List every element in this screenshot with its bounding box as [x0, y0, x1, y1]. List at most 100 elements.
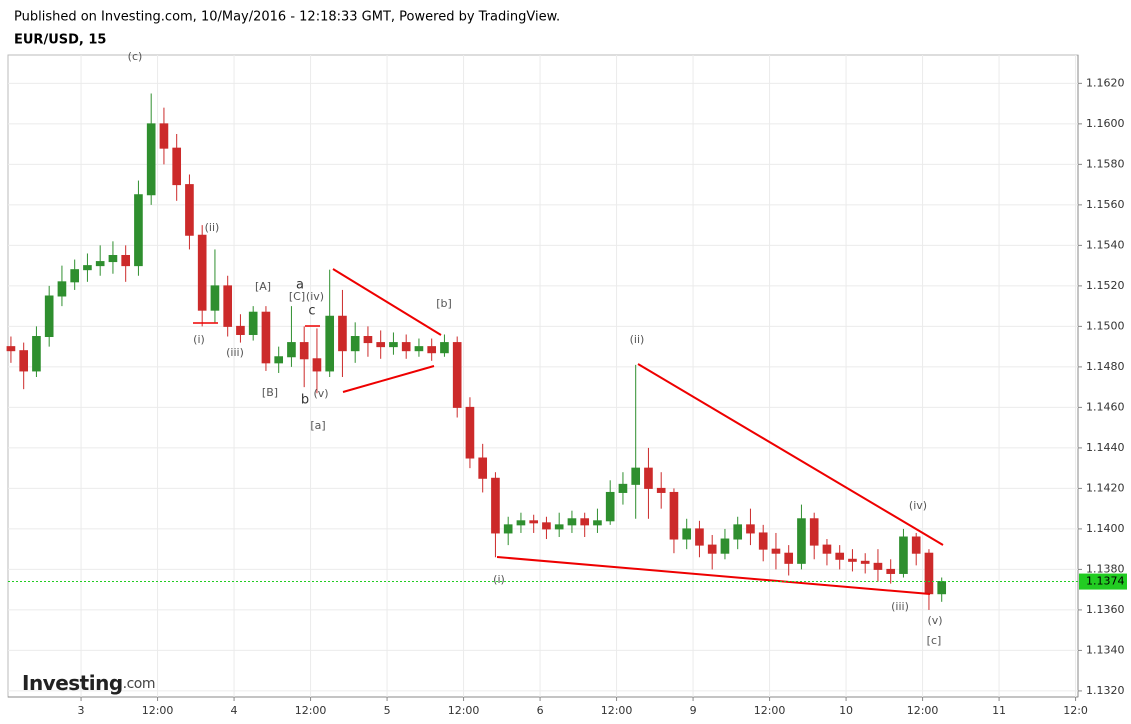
candle-body — [172, 147, 182, 186]
y-tick-label: 1.1500 — [1086, 319, 1125, 332]
wave-label: (ii) — [205, 221, 220, 234]
wave-label: (i) — [493, 573, 505, 586]
candle-body — [695, 528, 704, 546]
y-tick-label: 1.1360 — [1086, 603, 1125, 616]
candle-body — [440, 342, 449, 354]
wave-label: (iii) — [226, 346, 244, 359]
plot-frame — [7, 54, 1079, 698]
wave-label: (iv) — [306, 290, 324, 303]
y-tick-label: 1.1560 — [1086, 198, 1125, 211]
candle-body — [146, 123, 156, 196]
candle-body — [746, 524, 755, 534]
candle-body — [860, 560, 870, 564]
candle-body — [19, 350, 29, 372]
wave-label: [c] — [927, 634, 942, 647]
candle-body — [784, 552, 794, 564]
candle-body — [631, 467, 641, 485]
symbol: EUR/USD, 15 — [14, 33, 106, 48]
candle-body — [427, 346, 437, 354]
candle-body — [223, 285, 233, 327]
candle-body — [401, 342, 411, 352]
wave-label: [A] — [255, 280, 271, 293]
candle-body — [529, 520, 539, 524]
candle-body — [261, 311, 271, 364]
candle-body — [682, 528, 692, 540]
wave-label: (i) — [193, 333, 205, 346]
candle-body — [363, 336, 373, 344]
candle-body — [236, 325, 245, 335]
x-tick-label: 12:00 — [601, 704, 633, 717]
candle-body — [516, 520, 526, 526]
wave-label: c — [308, 304, 315, 319]
y-tick-label: 1.1600 — [1086, 117, 1125, 130]
logo: Investing.com — [22, 671, 155, 695]
candle-body — [414, 346, 424, 352]
y-tick-label: 1.1520 — [1086, 279, 1125, 292]
wave-label: [a] — [310, 419, 325, 432]
wave-label: (iv) — [909, 499, 927, 512]
y-tick-label: 1.1480 — [1086, 360, 1125, 373]
candle-body — [121, 254, 131, 267]
candle-body — [580, 518, 590, 526]
candle-body — [937, 581, 947, 595]
x-tick-label: 6 — [537, 704, 544, 717]
y-tick-label: 1.1540 — [1086, 238, 1125, 251]
last-price-box — [1079, 573, 1127, 590]
publish-note: Published on Investing.com, 10/May/2016 … — [14, 10, 560, 25]
candle-body — [6, 346, 16, 352]
candle-body — [338, 315, 347, 352]
y-tick-label: 1.1620 — [1086, 76, 1125, 89]
candle-body — [771, 548, 781, 554]
candle-body — [185, 184, 194, 236]
y-tick-label: 1.1460 — [1086, 400, 1125, 413]
candle-body — [554, 524, 564, 530]
wave-label: [B] — [262, 386, 278, 399]
candle-body — [924, 552, 934, 595]
candle-body — [733, 524, 743, 540]
candle-body — [911, 536, 921, 554]
drawings — [193, 268, 944, 595]
candle-body — [44, 295, 54, 338]
trendline — [637, 363, 944, 546]
candle-body — [899, 536, 908, 574]
y-tick-label: 1.1580 — [1086, 157, 1125, 170]
wave-label: (iii) — [891, 600, 909, 613]
trendline — [342, 365, 435, 393]
candle-body — [134, 194, 143, 267]
candle-body — [669, 491, 679, 540]
candle-body — [465, 406, 475, 459]
wave-label: [b] — [436, 297, 452, 310]
candle-body — [32, 336, 41, 372]
x-tick-label: 3 — [78, 704, 85, 717]
candle-body — [656, 487, 666, 493]
candle-body — [618, 483, 628, 493]
candle-body — [350, 336, 360, 352]
candle-body — [720, 538, 730, 554]
candle-body — [197, 234, 207, 311]
candle-body — [83, 265, 92, 271]
x-tick-label: 12:00 — [907, 704, 939, 717]
x-tick-label: 11 — [992, 704, 1006, 717]
y-tick-label: 1.1440 — [1086, 441, 1125, 454]
candle-body — [95, 261, 105, 267]
candle-body — [57, 281, 67, 297]
x-tick-label: 12:0 — [1063, 704, 1088, 717]
candle-body — [644, 467, 653, 489]
y-tick-label: 1.1400 — [1086, 522, 1125, 535]
candles — [6, 93, 947, 610]
candle-body — [797, 518, 806, 564]
wave-label: (v) — [927, 614, 942, 627]
x-tick-label: 5 — [384, 704, 391, 717]
last-price-label: 1.1374 — [1086, 575, 1125, 588]
candle-body — [159, 123, 169, 149]
candle-body — [822, 544, 832, 554]
candle-body — [70, 269, 80, 283]
candle-body — [809, 518, 819, 546]
candle-body — [452, 342, 462, 408]
logo-name: Investing — [22, 671, 123, 695]
candle-body — [835, 552, 845, 560]
candle-body — [593, 520, 602, 526]
x-tick-label: 9 — [690, 704, 697, 717]
candle-body — [567, 518, 577, 526]
